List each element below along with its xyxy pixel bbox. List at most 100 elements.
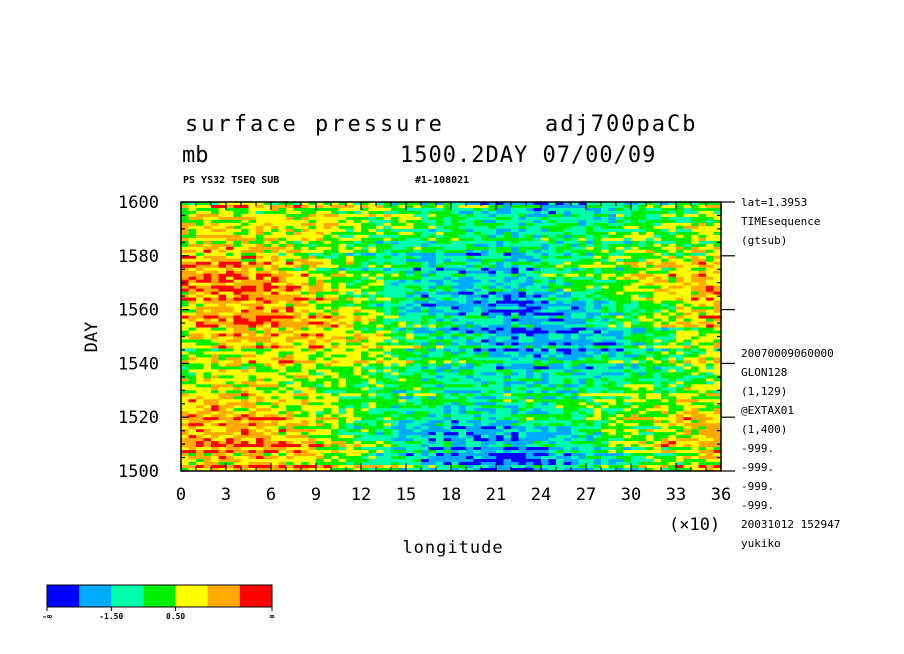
heatmap-cell	[391, 243, 399, 248]
heatmap-cell	[511, 267, 519, 272]
heatmap-cell	[698, 207, 707, 212]
heatmap-cell	[346, 285, 354, 290]
heatmap-cell	[623, 348, 632, 352]
heatmap-cell	[218, 252, 227, 257]
heatmap-cell	[548, 378, 557, 382]
heatmap-cell	[383, 303, 392, 308]
heatmap-cell	[436, 267, 444, 272]
heatmap-cell	[571, 237, 579, 242]
heatmap-cell	[503, 378, 512, 382]
heatmap-cell	[676, 249, 684, 254]
heatmap-cell	[293, 270, 302, 275]
heatmap-cell	[466, 231, 474, 236]
heatmap-cell	[293, 402, 302, 406]
heatmap-cell	[511, 303, 519, 308]
heatmap-cell	[548, 285, 557, 290]
heatmap-cell	[473, 357, 482, 361]
heatmap-cell	[653, 378, 662, 382]
heatmap-cell	[571, 330, 579, 334]
heatmap-cell	[323, 225, 332, 230]
heatmap-cell	[421, 207, 429, 212]
heatmap-cell	[646, 267, 654, 272]
heatmap-cell	[631, 363, 639, 367]
heatmap-cell	[481, 300, 489, 305]
heatmap-cell	[226, 258, 234, 263]
heatmap-cell	[608, 315, 617, 319]
heatmap-cell	[391, 204, 399, 209]
heatmap-cell	[278, 285, 287, 290]
heatmap-cell	[593, 348, 602, 352]
heatmap-cell	[301, 330, 309, 334]
heatmap-cell	[211, 399, 219, 403]
heatmap-cell	[353, 366, 362, 370]
heatmap-cell	[548, 357, 557, 361]
heatmap-cell	[691, 366, 699, 370]
heatmap-cell	[713, 312, 722, 316]
heatmap-cell	[218, 354, 227, 358]
heatmap-cell	[338, 339, 347, 343]
heatmap-cell	[271, 276, 279, 281]
heatmap-cell	[293, 306, 302, 310]
heatmap-cell	[406, 360, 414, 364]
heatmap-cell	[601, 225, 609, 230]
heatmap-cell	[593, 225, 602, 230]
heatmap-cell	[428, 243, 437, 248]
heatmap-cell	[571, 312, 579, 316]
heatmap-cell	[533, 273, 542, 278]
heatmap-cell	[443, 246, 452, 251]
heatmap-cell	[496, 231, 504, 236]
heatmap-cell	[278, 351, 287, 355]
heatmap-cell	[593, 231, 602, 236]
heatmap-cell	[503, 273, 512, 278]
heatmap-cell	[563, 372, 572, 376]
heatmap-cell	[706, 345, 714, 349]
heatmap-cell	[616, 276, 624, 281]
heatmap-cell	[616, 267, 624, 272]
heatmap-cell	[436, 375, 444, 379]
heatmap-cell	[188, 372, 197, 376]
heatmap-cell	[241, 381, 249, 385]
heatmap-cell	[481, 202, 489, 206]
heatmap-cell	[188, 255, 197, 260]
heatmap-cell	[218, 279, 227, 284]
heatmap-cell	[188, 321, 197, 325]
heatmap-cell	[676, 324, 684, 328]
heatmap-cell	[421, 261, 429, 266]
heatmap-cell	[616, 300, 624, 305]
heatmap-cell	[548, 351, 557, 355]
heatmap-cell	[218, 348, 227, 352]
heatmap-cell	[541, 202, 549, 206]
heatmap-cell	[436, 207, 444, 212]
heatmap-cell	[691, 255, 699, 260]
heatmap-cell	[601, 288, 609, 293]
heatmap-cell	[316, 321, 324, 325]
heatmap-cell	[293, 336, 302, 340]
heatmap-cell	[443, 342, 452, 346]
heatmap-cell	[218, 300, 227, 305]
heatmap-cell	[301, 357, 309, 361]
heatmap-cell	[601, 252, 609, 257]
heatmap-cell	[316, 240, 324, 245]
heatmap-cell	[263, 222, 272, 227]
heatmap-cell	[571, 255, 579, 260]
heatmap-cell	[421, 345, 429, 349]
heatmap-cell	[623, 243, 632, 248]
heatmap-cell	[496, 202, 504, 206]
heatmap-cell	[511, 210, 519, 215]
heatmap-cell	[443, 351, 452, 355]
heatmap-cell	[368, 297, 377, 302]
heatmap-cell	[293, 210, 302, 215]
heatmap-cell	[518, 255, 527, 260]
heatmap-cell	[616, 261, 624, 266]
heatmap-cell	[353, 363, 362, 367]
heatmap-cell	[406, 387, 414, 391]
heatmap-cell	[203, 339, 212, 343]
heatmap-cell	[278, 264, 287, 269]
heatmap-cell	[353, 276, 362, 281]
heatmap-cell	[368, 384, 377, 388]
heatmap-cell	[586, 366, 594, 370]
heatmap-cell	[391, 345, 399, 349]
heatmap-cell	[608, 246, 617, 251]
heatmap-cell	[203, 324, 212, 328]
heatmap-cell	[608, 202, 617, 206]
